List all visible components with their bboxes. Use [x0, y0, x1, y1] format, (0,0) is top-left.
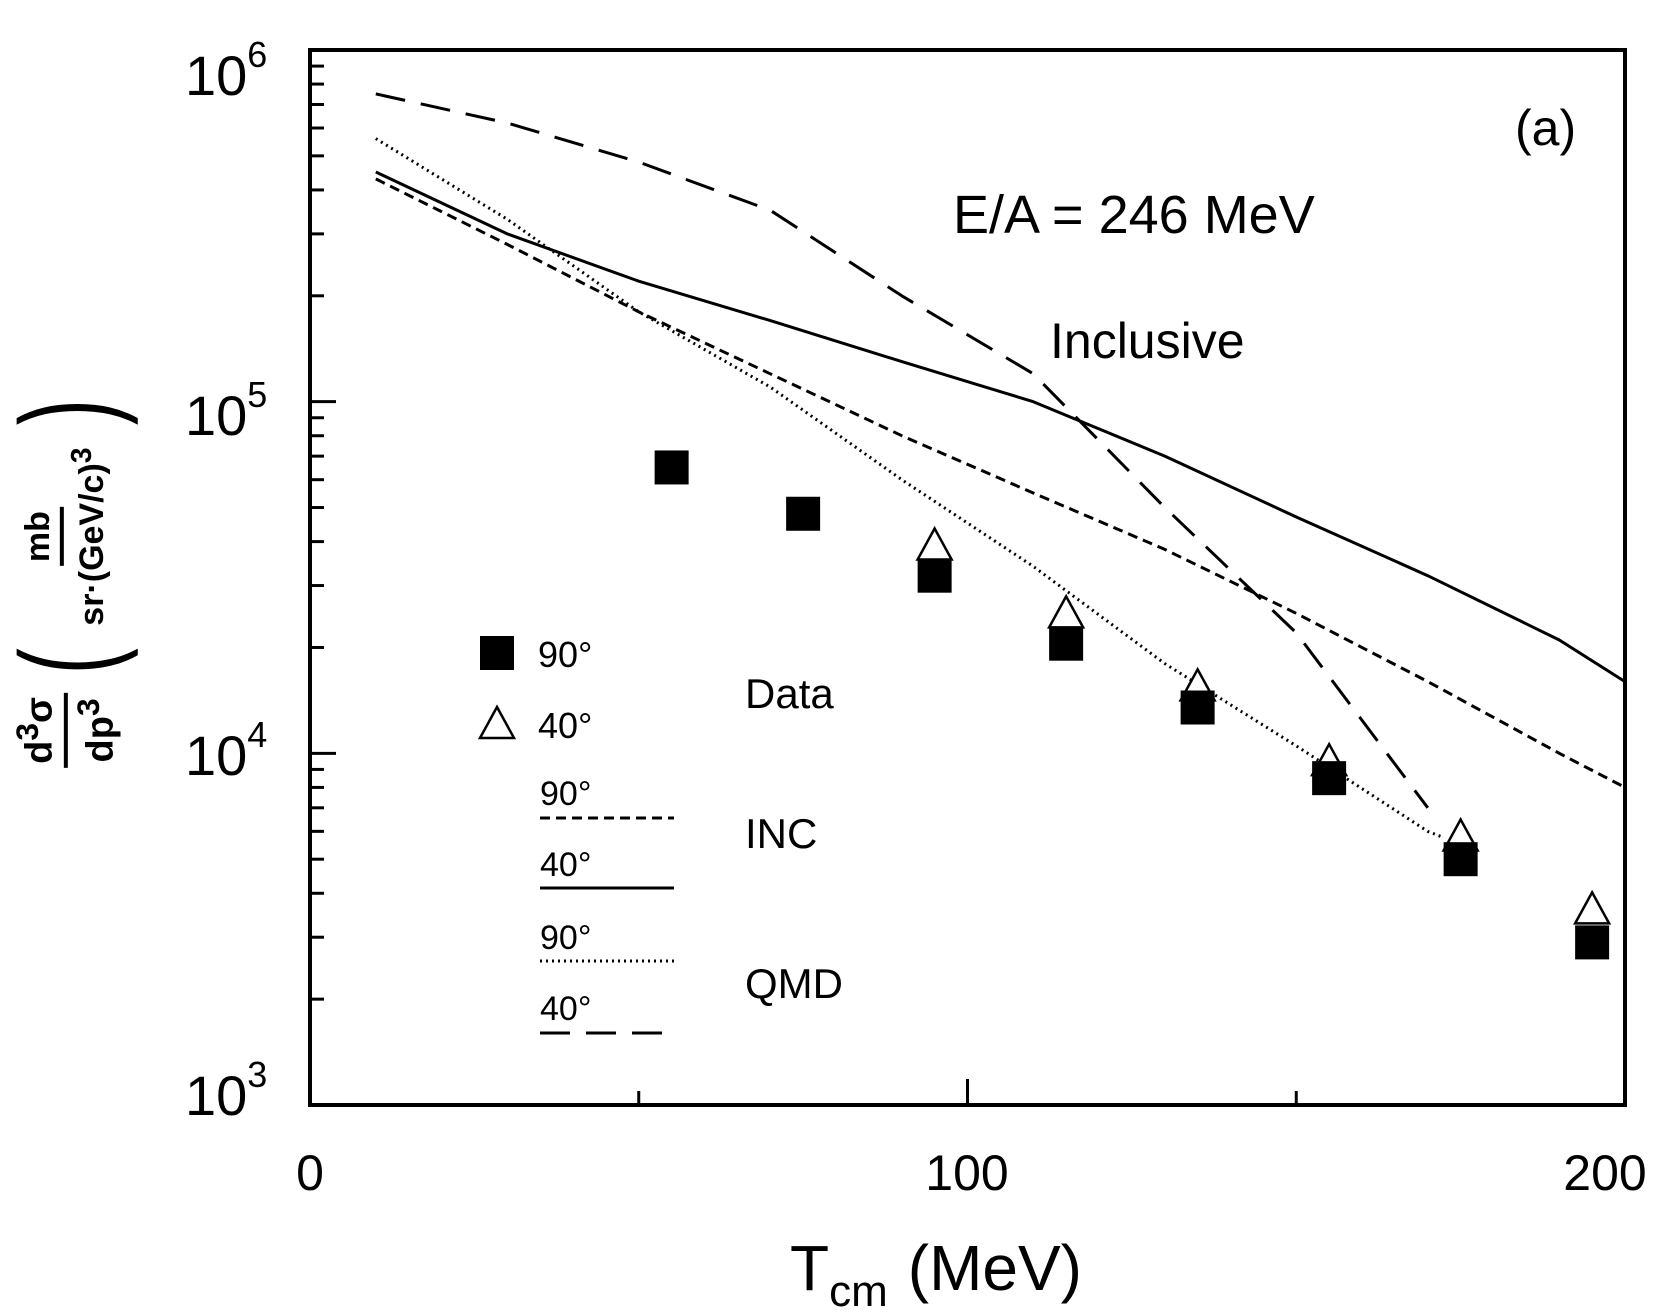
data-markers: [654, 450, 1612, 960]
legend-qmd90-label: 90°: [540, 919, 591, 957]
data-point-40deg: [915, 525, 954, 561]
legend-inc-label: INC: [745, 810, 817, 857]
data-point-90deg: [786, 496, 821, 531]
x-tick-label-200: 200: [1563, 1145, 1646, 1201]
legend-qmd40-label: 40°: [540, 990, 591, 1028]
legend-triangle-40-label: 40°: [538, 705, 592, 746]
y-axis-title: d3σ dp3 ( mb sr·(GeV/c)3 ): [0, 300, 139, 860]
data-point-90deg: [1180, 690, 1215, 725]
panel-label: (a): [1515, 100, 1576, 156]
curve-qmd-40-: [375, 92, 1429, 809]
data-point-90deg: [1049, 626, 1084, 661]
x-axis-title: Tcm (MeV): [790, 1232, 1082, 1314]
legend-qmd-label: QMD: [745, 960, 843, 1007]
energy-annotation: E/A = 246 MeV: [953, 185, 1315, 245]
curve-inc-90-: [375, 177, 1626, 789]
curve-inc-40-: [375, 170, 1626, 683]
legend-square-90-marker: [480, 636, 514, 670]
legend-square-90-label: 90°: [538, 634, 592, 675]
data-point-90deg: [1312, 761, 1347, 796]
data-point-90deg: [1443, 842, 1478, 877]
data-point-40deg: [1573, 889, 1612, 925]
inclusive-annotation: Inclusive: [1050, 313, 1245, 369]
y-axis-right-fraction: mb sr·(GeV/c)3: [19, 447, 112, 626]
data-point-90deg: [654, 450, 689, 485]
y-axis-left-fraction: d3σ dp3: [9, 693, 122, 768]
y-tick-label-1e3: 103: [185, 1054, 267, 1127]
data-point-90deg: [1575, 925, 1610, 960]
legend-triangle-40-marker: [477, 704, 517, 740]
data-point-90deg: [917, 558, 952, 593]
y-tick-label-1e5: 105: [185, 374, 267, 447]
legend: 90° 40° Data 90° 40° INC 90° 40° QMD: [477, 634, 843, 1035]
legend-inc90-label: 90°: [540, 775, 591, 813]
x-tick-label-100: 100: [925, 1145, 1008, 1201]
model-curves: [375, 92, 1626, 838]
curve-qmd-90-: [375, 137, 1442, 838]
axis-ticks: [310, 64, 1298, 1107]
x-tick-label-0: 0: [296, 1145, 324, 1201]
legend-inc40-label: 40°: [540, 846, 591, 884]
legend-data-label: Data: [745, 670, 834, 717]
y-tick-label-1e4: 104: [185, 714, 267, 787]
y-tick-label-1e6: 106: [185, 34, 267, 107]
